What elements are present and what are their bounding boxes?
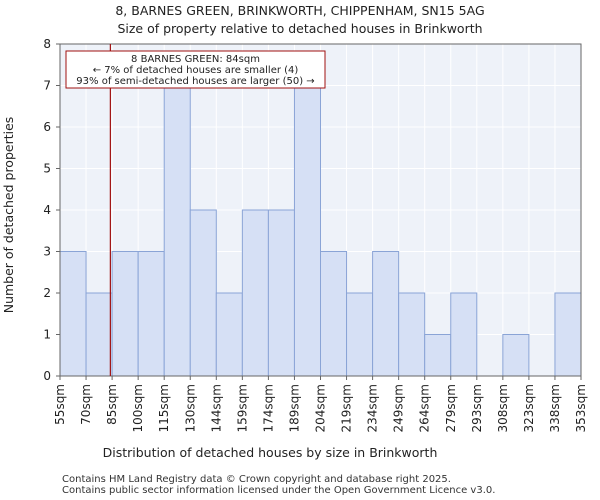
y-tick-label: 2 xyxy=(43,286,51,300)
x-tick-label: 204sqm xyxy=(314,384,328,432)
annotation-line-2: ← 7% of detached houses are smaller (4) xyxy=(93,65,299,76)
bar-130sqm xyxy=(189,209,217,377)
bar-219sqm xyxy=(346,292,374,377)
bar-308sqm xyxy=(502,334,530,377)
chart-title: 8, BARNES GREEN, BRINKWORTH, CHIPPENHAM,… xyxy=(115,3,484,18)
annotation-line-3: 93% of semi-detached houses are larger (… xyxy=(76,76,314,87)
x-tick-label: 219sqm xyxy=(340,384,354,432)
footer-line-1: Contains HM Land Registry data © Crown c… xyxy=(62,474,451,485)
bar-55sqm xyxy=(59,251,87,377)
footer-line-2: Contains public sector information licen… xyxy=(62,485,496,496)
x-tick-label: 189sqm xyxy=(287,384,301,432)
y-tick-label: 3 xyxy=(43,245,51,259)
bar-204sqm xyxy=(320,251,348,377)
bars-layer xyxy=(59,85,582,377)
x-tick-label: 115sqm xyxy=(157,384,171,432)
x-tick-label: 70sqm xyxy=(79,384,93,425)
x-tick-label: 323sqm xyxy=(522,384,536,432)
x-tick-label: 144sqm xyxy=(209,384,223,432)
x-axis-label: Distribution of detached houses by size … xyxy=(103,445,438,460)
bar-144sqm xyxy=(215,292,243,377)
x-tick-label: 234sqm xyxy=(366,384,380,432)
x-tick-label: 293sqm xyxy=(470,384,484,432)
bar-115sqm xyxy=(163,85,191,377)
bar-85sqm xyxy=(111,251,139,377)
y-tick-label: 7 xyxy=(43,79,51,93)
bar-70sqm xyxy=(85,292,113,377)
bar-249sqm xyxy=(398,292,426,377)
x-tick-label: 308sqm xyxy=(496,384,510,432)
x-tick-label: 55sqm xyxy=(53,384,67,425)
bar-100sqm xyxy=(137,251,165,377)
y-tick-label: 0 xyxy=(43,369,51,383)
x-tick-label: 353sqm xyxy=(574,384,588,432)
x-tick-label: 264sqm xyxy=(418,384,432,432)
x-tick-label: 338sqm xyxy=(548,384,562,432)
y-tick-label: 5 xyxy=(43,162,51,176)
y-tick-label: 6 xyxy=(43,120,51,134)
x-tick-label: 174sqm xyxy=(261,384,275,432)
y-ticks: 0 1 2 3 4 5 6 7 8 xyxy=(43,37,60,383)
annotation-box: 8 BARNES GREEN: 84sqm ← 7% of detached h… xyxy=(65,50,326,89)
bar-234sqm xyxy=(372,251,400,377)
bar-338sqm xyxy=(554,292,582,377)
bar-159sqm xyxy=(241,209,269,377)
x-tick-label: 85sqm xyxy=(105,384,119,425)
y-tick-label: 1 xyxy=(43,328,51,342)
bar-189sqm xyxy=(293,85,322,377)
annotation-frame xyxy=(65,50,326,89)
annotation-line-1: 8 BARNES GREEN: 84sqm xyxy=(131,54,260,65)
x-tick-label: 159sqm xyxy=(235,384,249,432)
x-tick-label: 249sqm xyxy=(392,384,406,432)
bar-174sqm xyxy=(267,209,295,377)
chart-subtitle: Size of property relative to detached ho… xyxy=(117,21,482,36)
y-axis-label: Number of detached properties xyxy=(1,117,16,314)
x-tick-label: 130sqm xyxy=(183,384,197,432)
x-tick-label: 279sqm xyxy=(444,384,458,432)
x-ticks: 55sqm 70sqm 85sqm 100sqm 115sqm 130sqm 144sqm 1… xyxy=(53,376,588,432)
x-tick-label: 100sqm xyxy=(131,384,145,432)
y-tick-label: 8 xyxy=(43,37,51,51)
bar-264sqm xyxy=(424,334,452,377)
y-tick-label: 4 xyxy=(43,203,51,217)
bar-279sqm xyxy=(450,292,478,377)
